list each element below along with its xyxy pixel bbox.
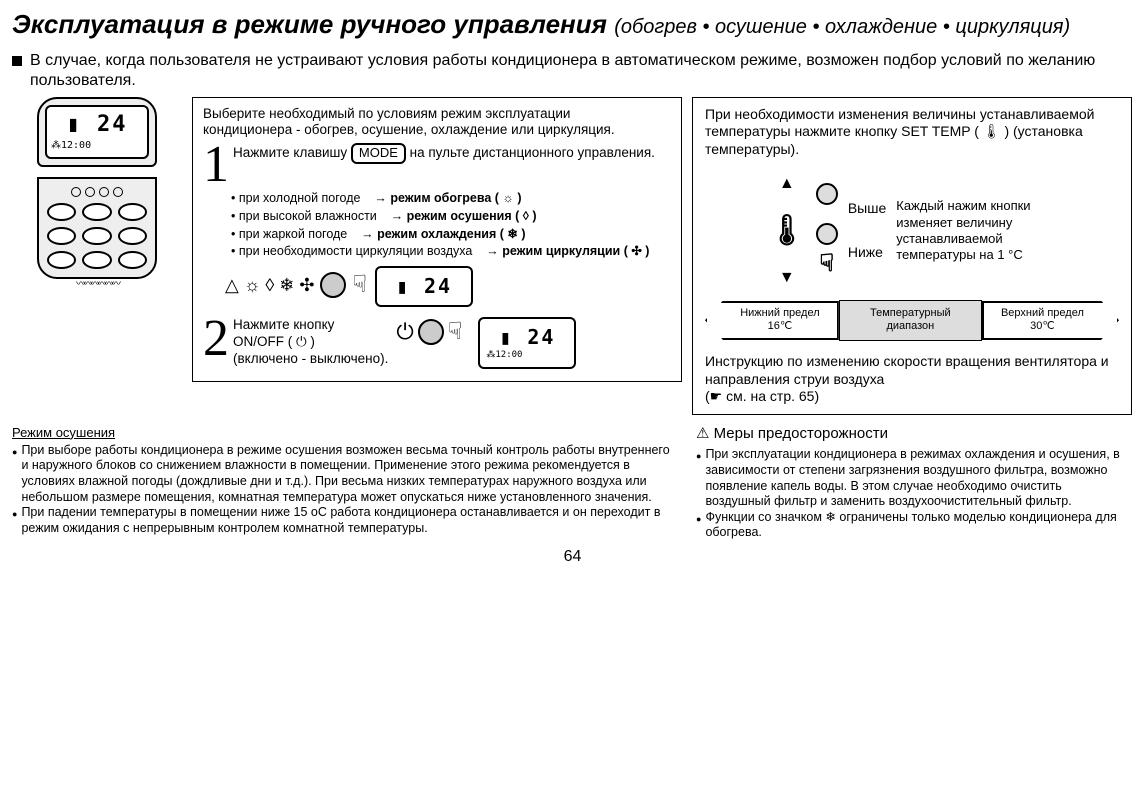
small-button-icon: [71, 187, 81, 197]
temp-step-note: Каждый нажим кнопки изменяет величину ус…: [896, 198, 1056, 263]
remote-buttons: [37, 177, 157, 279]
hand-press-icon: ☟: [820, 249, 835, 279]
oval-button-icon: [82, 227, 111, 245]
press-button-icon: [320, 272, 346, 298]
step-1: 1 Нажмите клавишу MODE на пульте дистанц…: [203, 143, 671, 187]
note-text: Функции со значком ❄ ограничены только м…: [705, 510, 1126, 541]
table-row: • при жаркой погоде → режим охлаждения (…: [231, 227, 671, 243]
mode-icon-strip: △ ☼ ◊ ❄ ✣ ☟: [225, 270, 367, 300]
choose-line1: Выберите необходимый по условиям режим э…: [203, 106, 671, 123]
note-bullet: Функции со значком ❄ ограничены только м…: [696, 510, 1126, 541]
step2-text-c: (включено - выключено).: [233, 351, 388, 368]
title-main: Эксплуатация в режиме ручного управления: [12, 9, 607, 39]
note-bullet: При выборе работы кондиционера в режиме …: [12, 443, 672, 506]
step2-text-a: Нажмите кнопку: [233, 317, 388, 334]
oval-button-icon: [118, 227, 147, 245]
mode-button-label: MODE: [351, 143, 406, 163]
remote-lcd: ▮ 24 ⁂12:00: [45, 105, 149, 159]
cond-cell: • при высокой влажности: [231, 209, 377, 223]
mode-cell: → режим охлаждения ( ❄ ): [361, 227, 525, 241]
oval-button-icon: [118, 251, 147, 269]
oval-button-icon: [118, 203, 147, 221]
oval-button-icon: [82, 203, 111, 221]
lcd-temp: ▮ 24: [486, 325, 568, 350]
page-title: Эксплуатация в режиме ручного управления…: [12, 8, 1133, 41]
step1-text-b: на пульте дистанционного управления.: [410, 145, 655, 160]
fan-ref: (☛ см. на стр. 65): [705, 388, 1119, 406]
main-columns: ▮ 24 ⁂12:00 〰〰〰〰〰〰: [12, 97, 1133, 415]
dry-mode-notes: Режим осушения При выборе работы кондици…: [12, 425, 672, 542]
table-row: • при высокой влажности → режим осушения…: [231, 209, 671, 225]
temperature-panel: При необходимости изменения величины уст…: [692, 97, 1132, 415]
thermometer-icon: 🌡: [768, 212, 806, 250]
range-high-arrow: Верхний предел 30℃: [982, 301, 1119, 341]
lcd-temp: ▮ 24: [383, 274, 465, 299]
temp-down-button-icon: [816, 223, 838, 245]
hand-press-icon: ☟: [352, 270, 367, 300]
steps-panel: Выберите необходимый по условиям режим э…: [192, 97, 682, 383]
title-sub: (обогрев • осушение • охлаждение • цирку…: [614, 16, 1070, 38]
dry-mode-heading: Режим осушения: [12, 425, 672, 441]
note-text: При падении температуры в помещении ниже…: [21, 505, 672, 536]
note-bullet: При падении температуры в помещении ниже…: [12, 505, 672, 536]
intro-text: В случае, когда пользователя не устраива…: [30, 51, 1133, 91]
temp-control-illustration: ▲ 🌡 ▼ ☟ Выше Ниже Каждый нажим кнопки из…: [705, 174, 1119, 288]
note-text: При эксплуатации кондиционера в режимах …: [705, 447, 1126, 510]
choose-line2: кондиционера - обогрев, осушение, охлажд…: [203, 122, 671, 139]
step1-text-a: Нажмите клавишу: [233, 145, 351, 160]
range-mid-box: Температурный диапазон: [839, 300, 982, 342]
small-button-icon: [99, 187, 109, 197]
lcd-display-small-2: ▮ 24 ⁂12:00: [478, 317, 576, 369]
fan-note: Инструкцию по изменению скорости вращени…: [705, 353, 1119, 388]
mode-cell: → режим циркуляции ( ✣ ): [486, 244, 649, 258]
hand-press-icon: ☟: [448, 317, 463, 347]
remote-illustration: ▮ 24 ⁂12:00 〰〰〰〰〰〰: [12, 97, 182, 292]
temp-range-diagram: Нижний предел 16℃ Температурный диапазон…: [705, 300, 1119, 342]
step-number-2: 2: [203, 317, 229, 361]
small-button-icon: [85, 187, 95, 197]
step2-text-b: ON/OFF ( ⏻ ): [233, 334, 388, 351]
power-icon: ⏻: [396, 318, 413, 346]
mode-cell: → режим обогрева ( ☼ ): [374, 191, 521, 205]
page-number: 64: [12, 547, 1133, 567]
temp-up-label: Выше: [848, 200, 886, 218]
intro-row: В случае, когда пользователя не устраива…: [12, 51, 1133, 91]
oval-button-icon: [47, 251, 76, 269]
cond-cell: • при жаркой погоде: [231, 227, 347, 241]
torn-edge-icon: 〰〰〰〰〰〰: [76, 279, 118, 292]
temp-intro-text: При необходимости изменения величины уст…: [705, 106, 1119, 159]
lcd-display-small-1: ▮ 24: [375, 266, 473, 307]
footnotes: Режим осушения При выборе работы кондици…: [12, 425, 1133, 542]
mode-mapping-table: • при холодной погоде → режим обогрева (…: [231, 191, 671, 260]
press-button-icon: [418, 319, 444, 345]
mode-cell: → режим осушения ( ◊ ): [391, 209, 537, 223]
oval-button-icon: [47, 227, 76, 245]
cond-cell: • при холодной погоде: [231, 191, 360, 205]
arrow-up-icon: ▲: [779, 174, 795, 194]
square-bullet-icon: [12, 56, 22, 66]
note-bullet: При эксплуатации кондиционера в режимах …: [696, 447, 1126, 510]
temp-up-button-icon: [816, 183, 838, 205]
note-text: При выборе работы кондиционера в режиме …: [21, 443, 672, 506]
lcd-time: ⁂12:00: [486, 350, 568, 361]
range-low-arrow: Нижний предел 16℃: [705, 301, 839, 341]
table-row: • при необходимости циркуляции воздуха →…: [231, 244, 671, 260]
step-2: 2 Нажмите кнопку ON/OFF ( ⏻ ) (включено …: [203, 317, 671, 369]
precautions: Меры предосторожности При эксплуатации к…: [696, 425, 1126, 542]
cond-cell: • при необходимости циркуляции воздуха: [231, 244, 472, 258]
precaution-heading: Меры предосторожности: [696, 425, 1126, 444]
remote-time: ⁂12:00: [51, 140, 143, 153]
temp-down-label: Ниже: [848, 244, 886, 262]
oval-button-icon: [82, 251, 111, 269]
step-number-1: 1: [203, 143, 229, 187]
remote-temp: ▮ 24: [51, 111, 143, 139]
remote-top: ▮ 24 ⁂12:00: [37, 97, 157, 167]
small-button-icon: [113, 187, 123, 197]
oval-button-icon: [47, 203, 76, 221]
mode-icons: △ ☼ ◊ ❄ ✣: [225, 274, 314, 297]
arrow-down-icon: ▼: [779, 268, 795, 288]
table-row: • при холодной погоде → режим обогрева (…: [231, 191, 671, 207]
